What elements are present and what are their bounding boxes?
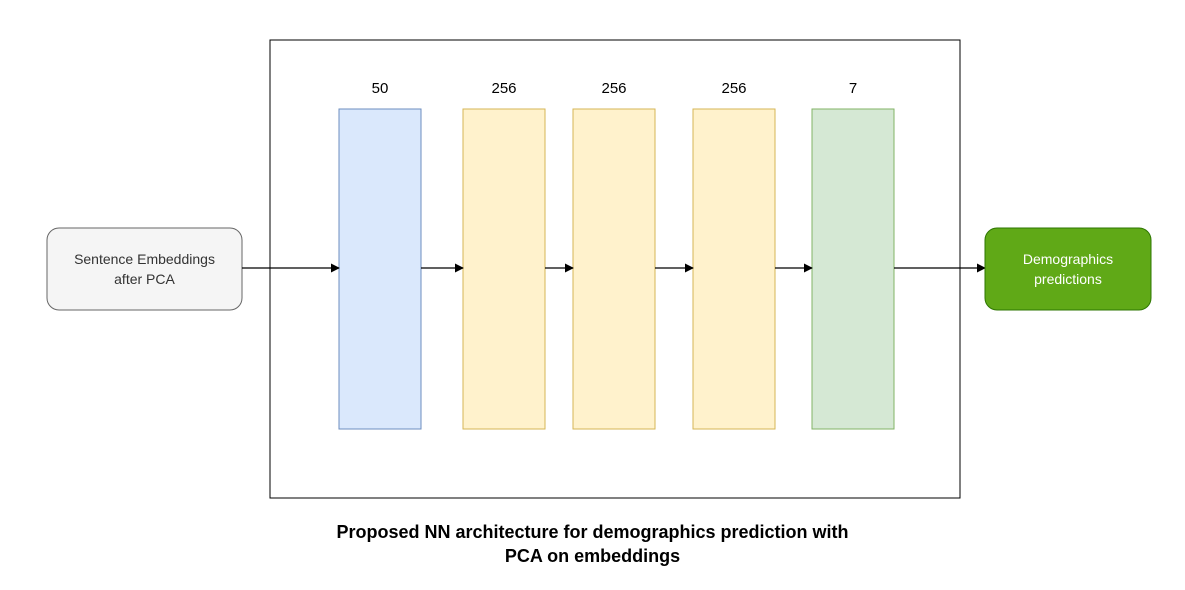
layer-4-units-label: 256 bbox=[721, 80, 746, 97]
layer-5-units-label: 7 bbox=[849, 80, 857, 97]
layer-1: 50 bbox=[338, 80, 422, 430]
output-node-label-line2: predictions bbox=[1034, 271, 1102, 287]
output-node-label-line1: Demographics bbox=[1023, 251, 1113, 267]
layer-4: 256 bbox=[692, 80, 776, 430]
layer-2-block bbox=[462, 108, 546, 430]
layer-3-block bbox=[572, 108, 656, 430]
hidden-layers: 50 256 256 256 7 bbox=[338, 80, 895, 430]
input-node: Sentence Embeddings after PCA bbox=[46, 227, 243, 311]
layer-1-units-label: 50 bbox=[372, 80, 389, 97]
layer-3: 256 bbox=[572, 80, 656, 430]
layer-4-block bbox=[692, 108, 776, 430]
layer-5-block bbox=[811, 108, 895, 430]
output-node: Demographics predictions bbox=[984, 227, 1152, 311]
layer-2: 256 bbox=[462, 80, 546, 430]
input-node-box bbox=[46, 227, 243, 311]
caption-line2: PCA on embeddings bbox=[504, 546, 681, 566]
layer-1-block bbox=[338, 108, 422, 430]
output-node-box bbox=[984, 227, 1152, 311]
layer-3-units-label: 256 bbox=[601, 80, 626, 97]
input-node-label-line2: after PCA bbox=[114, 271, 175, 287]
input-node-label-line1: Sentence Embeddings bbox=[74, 251, 215, 267]
nn-architecture-diagram: Sentence Embeddings after PCA 50 256 256 25… bbox=[46, 39, 1152, 499]
layer-2-units-label: 256 bbox=[491, 80, 516, 97]
layer-5: 7 bbox=[811, 80, 895, 430]
diagram-caption: Proposed NN architecture for demographic… bbox=[0, 520, 1185, 568]
caption-line1: Proposed NN architecture for demographic… bbox=[336, 522, 849, 542]
